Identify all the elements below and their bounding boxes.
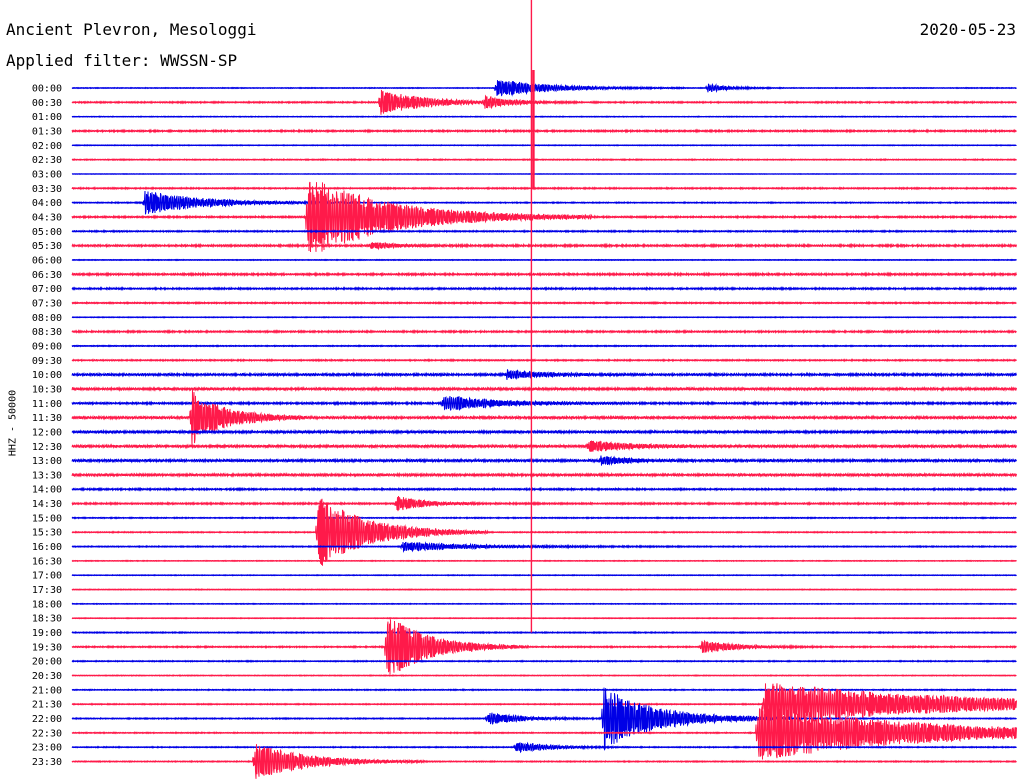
tick-label: 11:00: [32, 399, 62, 410]
tick-label: 02:30: [32, 155, 62, 166]
tick-label: 12:00: [32, 427, 62, 438]
tick-label: 18:00: [32, 599, 62, 610]
tick-label: 17:00: [32, 571, 62, 582]
tick-label: 18:30: [32, 614, 62, 625]
tick-label: 15:30: [32, 528, 62, 539]
tick-label: 12:30: [32, 442, 62, 453]
tick-label: 08:00: [32, 313, 62, 324]
tick-label: 15:00: [32, 513, 62, 524]
tick-label: 20:00: [32, 657, 62, 668]
tick-label: 14:00: [32, 485, 62, 496]
tick-label: 00:00: [32, 84, 62, 95]
tick-label: 08:30: [32, 327, 62, 338]
tick-label: 01:30: [32, 126, 62, 137]
date-label: 2020-05-23: [919, 20, 1016, 39]
tick-label: 23:30: [32, 757, 62, 768]
tick-label: 05:30: [32, 241, 62, 252]
tick-label: 04:00: [32, 198, 62, 209]
tick-label: 21:30: [32, 700, 62, 711]
tick-label: 20:30: [32, 671, 62, 682]
tick-label: 07:00: [32, 284, 62, 295]
tick-label: 16:30: [32, 556, 62, 567]
tick-label: 03:00: [32, 169, 62, 180]
tick-label: 09:30: [32, 356, 62, 367]
tick-label: 13:00: [32, 456, 62, 467]
tick-label: 13:30: [32, 470, 62, 481]
tick-label: 07:30: [32, 298, 62, 309]
tick-label: 21:00: [32, 685, 62, 696]
tick-label: 00:30: [32, 98, 62, 109]
tick-label: 01:00: [32, 112, 62, 123]
station-name: Ancient Plevron, Mesologgi: [6, 20, 257, 39]
trace-group: [71, 0, 1017, 779]
tick-label: 06:00: [32, 255, 62, 266]
filter-label: Applied filter: WWSSN-SP: [6, 51, 238, 70]
tick-label: 22:00: [32, 714, 62, 725]
tick-label: 19:00: [32, 628, 62, 639]
tick-label: 23:00: [32, 743, 62, 754]
tick-label: 22:30: [32, 728, 62, 739]
tick-label: 17:30: [32, 585, 62, 596]
tick-label: 09:00: [32, 341, 62, 352]
time-label-group: 00:00 00:30 01:00 01:30 02:00 02:30 03:00 03:30…: [32, 84, 62, 769]
tick-label: 05:00: [32, 227, 62, 238]
tick-label: 11:30: [32, 413, 62, 424]
tick-label: 14:30: [32, 499, 62, 510]
tick-label: 19:30: [32, 642, 62, 653]
tick-label: 04:30: [32, 212, 62, 223]
tick-label: 03:30: [32, 184, 62, 195]
tick-label: 10:00: [32, 370, 62, 381]
tick-label: 02:00: [32, 141, 62, 152]
tick-label: 10:30: [32, 384, 62, 395]
tick-label: 16:00: [32, 542, 62, 553]
tick-label: 06:30: [32, 270, 62, 281]
